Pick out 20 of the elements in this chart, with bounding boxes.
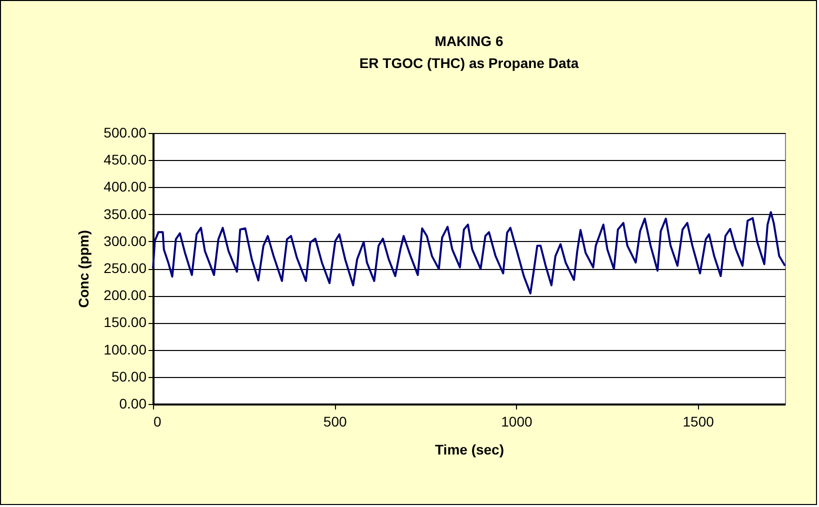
chart-subtitle: ER TGOC (THC) as Propane Data	[359, 55, 579, 71]
y-tick-label: 0.00	[119, 396, 147, 412]
x-axis-title: Time (sec)	[435, 442, 504, 458]
y-tick-label: 250.00	[104, 260, 147, 276]
y-tick-label: 100.00	[104, 341, 147, 358]
x-tick-label: 1500	[682, 414, 714, 430]
y-tick-label: 50.00	[111, 368, 147, 384]
y-axis-title: Conc (ppm)	[76, 230, 92, 308]
x-tick-label: 0	[154, 414, 162, 430]
y-tick-label: 150.00	[104, 314, 147, 330]
x-tick-label: 500	[323, 414, 347, 430]
y-tick-label: 200.00	[104, 287, 147, 304]
x-tick-label: 1000	[501, 414, 532, 430]
y-tick-label: 300.00	[104, 232, 147, 249]
y-tick-label: 350.00	[104, 206, 147, 222]
y-tick-label: 450.00	[104, 152, 147, 168]
y-tick-label: 400.00	[104, 178, 147, 195]
y-tick-label: 500.00	[104, 124, 147, 140]
line-series	[152, 211, 786, 294]
chart-title: MAKING 6	[434, 33, 504, 49]
